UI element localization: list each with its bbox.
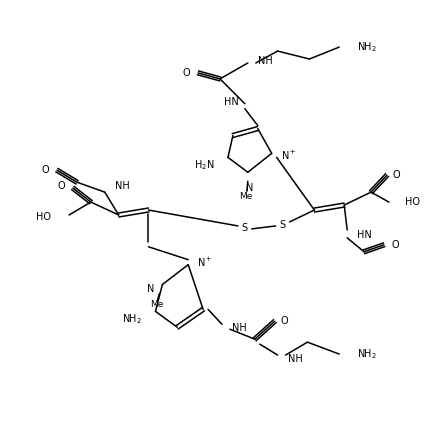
Text: O: O bbox=[393, 170, 400, 180]
Text: S: S bbox=[280, 220, 286, 230]
Text: O: O bbox=[58, 181, 65, 191]
Text: NH$_2$: NH$_2$ bbox=[122, 312, 141, 326]
Text: S: S bbox=[242, 223, 248, 233]
Text: O: O bbox=[392, 240, 400, 250]
Text: HN: HN bbox=[224, 97, 239, 107]
Text: HN: HN bbox=[357, 230, 372, 240]
Text: NH$_2$: NH$_2$ bbox=[357, 40, 377, 54]
Text: Me: Me bbox=[239, 192, 253, 201]
Text: HO: HO bbox=[36, 212, 51, 222]
Text: N: N bbox=[147, 285, 155, 294]
Text: H$_2$N: H$_2$N bbox=[194, 158, 214, 172]
Text: NH: NH bbox=[258, 56, 272, 66]
Text: Me: Me bbox=[150, 300, 163, 309]
Text: O: O bbox=[280, 316, 288, 326]
Text: HO: HO bbox=[405, 197, 420, 207]
Text: N$^+$: N$^+$ bbox=[197, 256, 213, 269]
Text: NH: NH bbox=[232, 323, 247, 333]
Text: O: O bbox=[183, 68, 190, 78]
Text: O: O bbox=[42, 165, 49, 175]
Text: N$^+$: N$^+$ bbox=[280, 149, 296, 162]
Text: NH$_2$: NH$_2$ bbox=[357, 347, 377, 361]
Text: NH: NH bbox=[115, 181, 129, 191]
Text: NH: NH bbox=[288, 354, 302, 364]
Text: N: N bbox=[246, 183, 253, 193]
